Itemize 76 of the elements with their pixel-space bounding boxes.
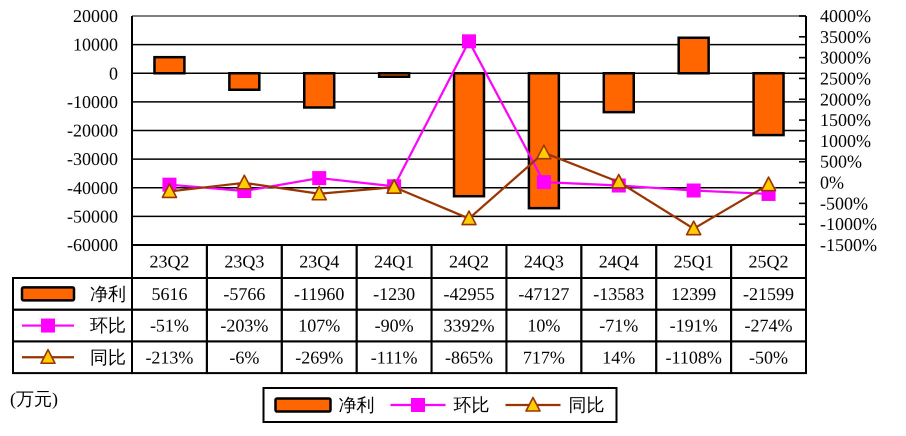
y-tick-label: -60000 [67, 235, 118, 255]
data-label: -50% [749, 347, 788, 368]
x-tick-label: 23Q3 [224, 252, 264, 272]
y2-tick-label: 3500% [820, 26, 871, 47]
data-label: -213% [145, 347, 194, 368]
x-tick-label: 25Q1 [674, 252, 714, 272]
y2-tick-label: 500% [820, 152, 862, 172]
data-label: -21599 [743, 284, 794, 304]
point [686, 220, 702, 236]
point [312, 171, 326, 186]
data-label: -203% [220, 316, 268, 336]
point [536, 144, 552, 160]
data-label: -6% [229, 347, 260, 368]
x-tick-label: 24Q3 [524, 252, 564, 272]
y-tick-label: -20000 [67, 120, 118, 140]
x-tick-label: 25Q2 [748, 252, 789, 272]
point [236, 174, 252, 190]
data-label: -269% [295, 347, 344, 368]
data-label: -1108% [666, 347, 722, 368]
y2-tick-label: 2500% [820, 68, 871, 88]
legend-label: 净利 [90, 284, 126, 304]
legend-label: 同比 [90, 347, 126, 368]
point [311, 185, 328, 201]
data-label: -1230 [373, 284, 416, 304]
x-tick-label: 24Q1 [374, 252, 414, 272]
y2-tick-label: -1000% [820, 214, 877, 234]
point [162, 183, 178, 198]
point [610, 174, 627, 189]
y-tick-label: -50000 [67, 206, 118, 226]
y-tick-label: 10000 [73, 34, 118, 55]
data-label: 5616 [151, 284, 188, 304]
point [461, 210, 477, 226]
point [462, 34, 476, 48]
data-label: -111% [370, 347, 418, 368]
y2-tick-label: -1500% [820, 235, 877, 255]
y2-tick-label: 2000% [820, 89, 871, 110]
data-label: -274% [744, 316, 793, 336]
text: (万元) [10, 389, 58, 409]
y-tick-label: 0 [109, 63, 118, 84]
text: 净利 [338, 395, 374, 415]
y-tick-label: 20000 [73, 6, 118, 26]
data-label: -191% [670, 316, 718, 336]
x-tick-label: 23Q4 [299, 252, 340, 272]
point [536, 175, 551, 190]
data-label: 107% [298, 316, 340, 336]
y-tick-label: -10000 [67, 92, 118, 112]
data-label: 3392% [444, 316, 494, 336]
data-label: -13583 [593, 284, 644, 304]
y2-tick-label: -500% [820, 193, 868, 214]
data-label: -51% [150, 316, 189, 336]
data-label: -11960 [294, 284, 344, 304]
y2-tick-label: 1500% [820, 110, 871, 130]
data-label: -90% [374, 316, 414, 336]
text: 环比 [454, 395, 490, 415]
x-tick-label: 23Q2 [149, 252, 190, 272]
data-label: 717% [522, 347, 565, 368]
y2-tick-label: 3000% [820, 48, 871, 68]
point [760, 176, 776, 192]
data-label: -865% [445, 347, 493, 368]
data-label: 12399 [671, 284, 716, 304]
data-label: 10% [527, 316, 560, 336]
data-label: -47127 [518, 284, 570, 304]
y2-tick-label: 1000% [820, 130, 871, 151]
y2-tick-label: 0% [820, 172, 844, 193]
y-tick-label: -40000 [67, 178, 118, 198]
x-tick-label: 24Q4 [598, 252, 639, 272]
text: 同比 [568, 395, 604, 415]
data-label: -71% [599, 316, 638, 336]
x-tick-label: 24Q2 [449, 252, 489, 272]
data-label: -5766 [223, 284, 266, 304]
data-label: -42955 [444, 284, 494, 304]
y-tick-label: -30000 [67, 149, 118, 170]
y2-tick-label: 4000% [820, 6, 871, 26]
data-label: 14% [602, 347, 636, 368]
legend-label: 环比 [90, 316, 126, 336]
point [686, 184, 701, 198]
